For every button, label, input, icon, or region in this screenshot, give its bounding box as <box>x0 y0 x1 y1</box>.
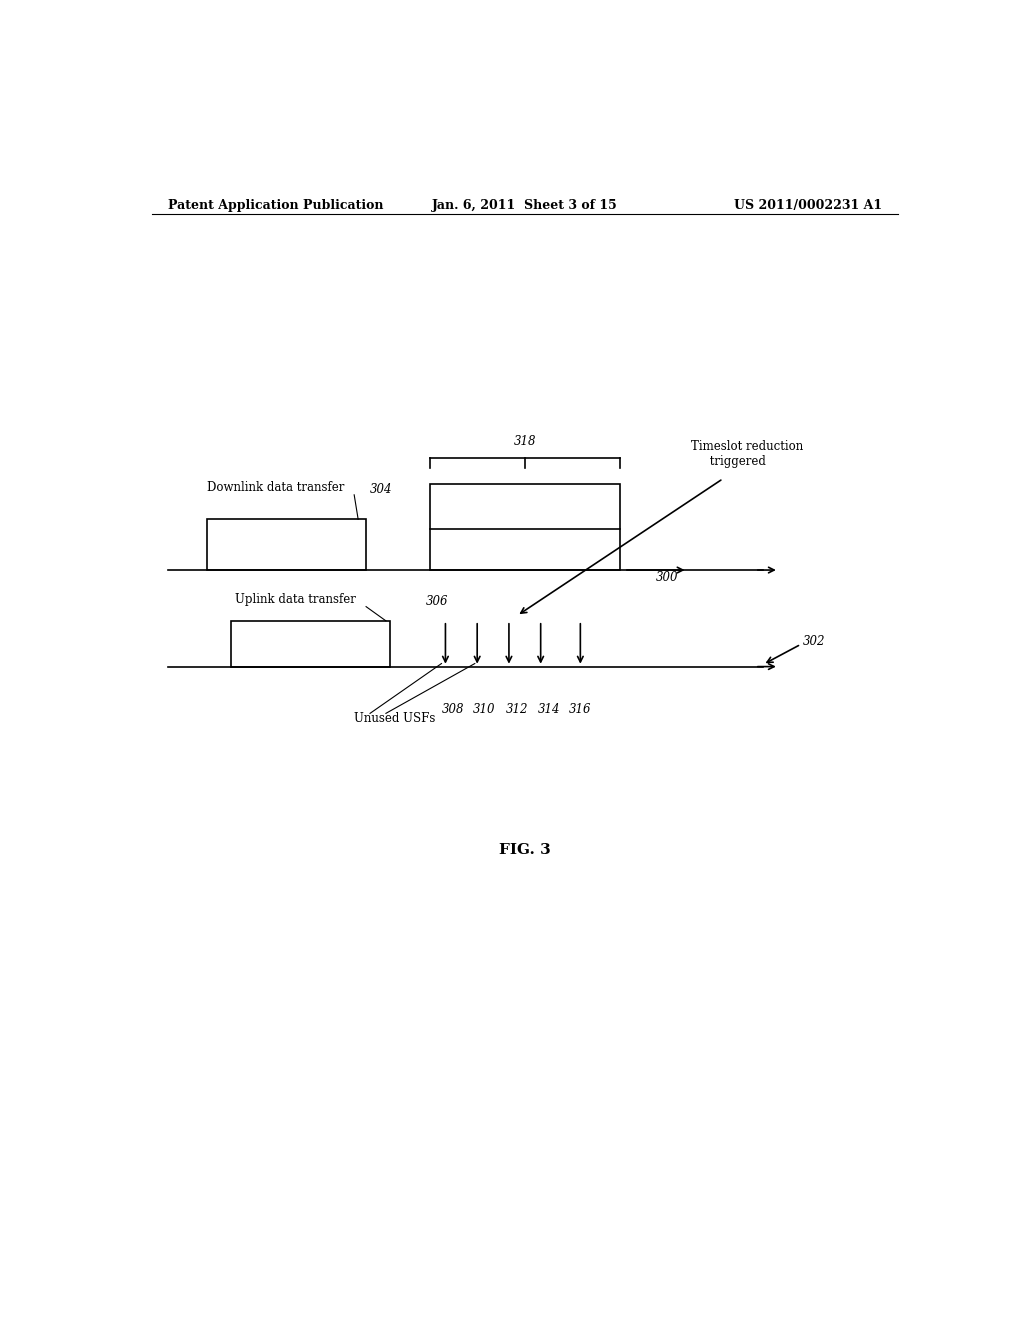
Text: Patent Application Publication: Patent Application Publication <box>168 199 383 213</box>
Text: 304: 304 <box>370 483 392 496</box>
Text: Timeslot reduction
     triggered: Timeslot reduction triggered <box>691 441 804 469</box>
Text: 314: 314 <box>538 704 560 717</box>
Text: Jan. 6, 2011  Sheet 3 of 15: Jan. 6, 2011 Sheet 3 of 15 <box>432 199 617 213</box>
Text: FIG. 3: FIG. 3 <box>499 842 551 857</box>
Text: 310: 310 <box>473 704 496 717</box>
Text: 302: 302 <box>803 635 825 648</box>
Text: 316: 316 <box>569 704 592 717</box>
Bar <box>430 483 621 570</box>
Bar <box>231 620 390 667</box>
Text: 312: 312 <box>506 704 528 717</box>
Text: Downlink data transfer: Downlink data transfer <box>207 480 345 494</box>
Text: 306: 306 <box>426 594 449 607</box>
Text: 300: 300 <box>655 572 678 583</box>
Text: Uplink data transfer: Uplink data transfer <box>236 593 356 606</box>
Text: 308: 308 <box>441 704 464 717</box>
Text: 318: 318 <box>514 436 536 447</box>
Bar <box>207 519 367 570</box>
Text: US 2011/0002231 A1: US 2011/0002231 A1 <box>734 199 882 213</box>
Text: Unused USFs: Unused USFs <box>354 713 435 725</box>
